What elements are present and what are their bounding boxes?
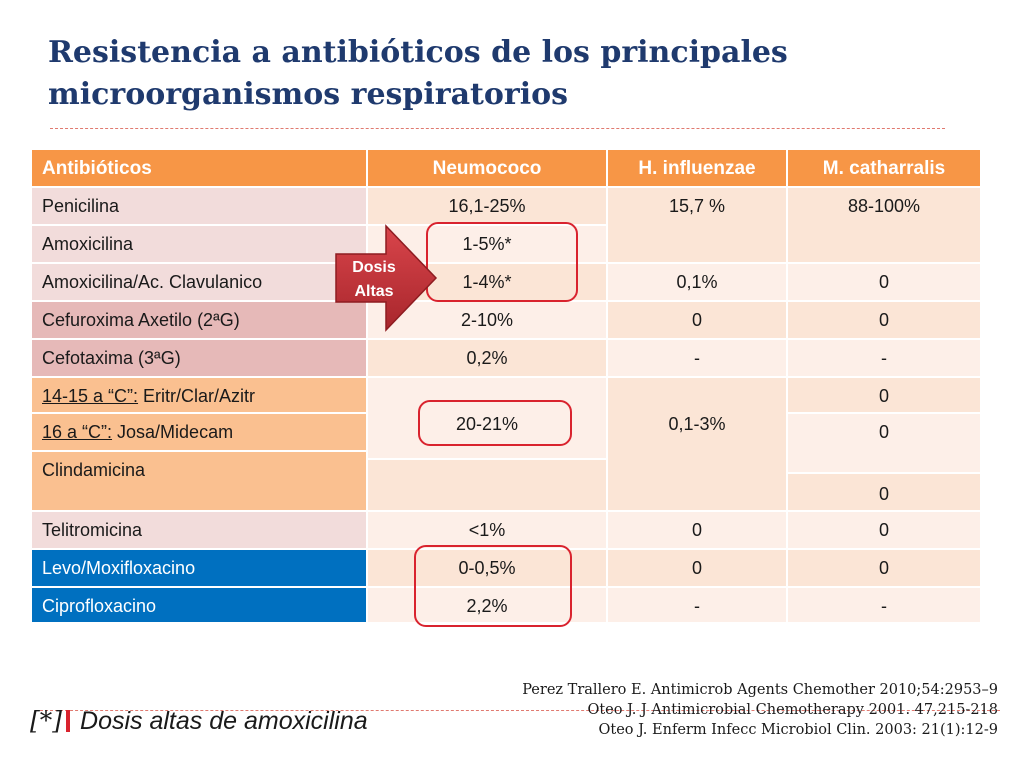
highlight-box-macrolidos: [418, 400, 572, 446]
neumococo-macrolidos: 20-21%: [368, 378, 608, 460]
row-label-macrolidos-14-15: 14-15 a “C”: Eritr/Clar/Azitr: [32, 378, 368, 414]
dosis-altas-line-1: Dosis: [352, 259, 396, 276]
m-catharralis-telitromicina: 0: [788, 512, 980, 550]
m-catharralis-ciprofloxacino: -: [788, 588, 980, 624]
neumococo-levo-moxifloxacino: 0-0,5%: [368, 550, 608, 588]
references: Perez Trallero E. Antimicrob Agents Chem…: [522, 680, 998, 740]
h-influenzae-cefotaxima: -: [608, 340, 788, 378]
h-influenzae-macrolidos-clindamicina: 0,1-3%: [608, 378, 788, 512]
macrolidos-16-names: Josa/Midecam: [112, 422, 234, 442]
row-label-levo-moxifloxacino: Levo/Moxifloxacino: [32, 550, 368, 588]
header-neumococo: Neumococo: [368, 150, 608, 188]
macrolidos-16-prefix: 16 a “C”:: [42, 422, 113, 442]
reference-3: Oteo J. Enferm Infecc Microbiol Clin. 20…: [598, 722, 998, 738]
h-influenzae-levo-moxifloxacino: 0: [608, 550, 788, 588]
macrolidos-14-15-prefix: 14-15 a “C”:: [42, 386, 139, 406]
footnote-bar-icon: [66, 710, 71, 732]
m-catharralis-levo-moxifloxacino: 0: [788, 550, 980, 588]
neumococo-cefotaxima: 0,2%: [368, 340, 608, 378]
m-catharralis-macrolidos-16: 0: [788, 414, 980, 474]
h-influenzae-ciprofloxacino: -: [608, 588, 788, 624]
row-label-telitromicina: Telitromicina: [32, 512, 368, 550]
h-influenzae-telitromicina: 0: [608, 512, 788, 550]
m-catharralis-cefuroxima: 0: [788, 302, 980, 340]
row-label-penicilina: Penicilina: [32, 188, 368, 226]
highlight-box-amoxicilina: [426, 222, 578, 302]
highlight-box-quinolonas: [414, 545, 572, 627]
footnote-mark: [*]: [30, 706, 63, 735]
footnote: [*] Dosis altas de amoxicilina: [30, 706, 368, 736]
row-label-amoxicilina: Amoxicilina: [32, 226, 368, 264]
footnote-text: Dosis altas de amoxicilina: [80, 707, 368, 735]
row-label-cefuroxima: Cefuroxima Axetilo (2ªG): [32, 302, 368, 340]
row-label-ciprofloxacino: Ciprofloxacino: [32, 588, 368, 624]
dosis-altas-arrow-icon: [335, 224, 438, 332]
reference-2: Oteo J. J Antimicrobial Chemotherapy 200…: [587, 702, 998, 718]
m-catharralis-clindamicina: 0: [788, 474, 980, 512]
m-catharralis-cefotaxima: -: [788, 340, 980, 378]
header-antibioticos: Antibióticos: [32, 150, 368, 188]
macrolidos-14-15-names: Eritr/Clar/Azitr: [138, 386, 256, 406]
slide-title-line-1: Resistencia a antibióticos de los princi…: [48, 35, 788, 70]
neumococo-cefuroxima: 2-10%: [368, 302, 608, 340]
dosis-altas-label: Dosis Altas: [336, 256, 412, 304]
row-label-clindamicina: Clindamicina: [32, 452, 368, 512]
slide-title: Resistencia a antibióticos de los princi…: [48, 32, 948, 116]
row-label-amox-clav: Amoxicilina/Ac. Clavulanico: [32, 264, 368, 302]
dosis-altas-line-2: Altas: [354, 283, 394, 300]
reference-1: Perez Trallero E. Antimicrob Agents Chem…: [522, 682, 998, 698]
m-catharralis-amox-clav: 0: [788, 264, 980, 302]
header-m-catharralis: M. catharralis: [788, 150, 980, 188]
slide-title-line-2: microorganismos respiratorios: [48, 77, 569, 112]
m-catharralis-penicilina-amoxicilina: 88-100%: [788, 188, 980, 264]
neumococo-clindamicina: [368, 460, 608, 512]
header-h-influenzae: H. influenzae: [608, 150, 788, 188]
neumococo-ciprofloxacino: 2,2%: [368, 588, 608, 624]
neumococo-telitromicina: <1%: [368, 512, 608, 550]
h-influenzae-amox-clav: 0,1%: [608, 264, 788, 302]
neumococo-penicilina: 16,1-25%: [368, 188, 608, 226]
h-influenzae-cefuroxima: 0: [608, 302, 788, 340]
h-influenzae-penicilina-amoxicilina: 15,7 %: [608, 188, 788, 264]
footer-divider: [40, 710, 1000, 711]
row-label-cefotaxima: Cefotaxima (3ªG): [32, 340, 368, 378]
row-label-macrolidos-16: 16 a “C”: Josa/Midecam: [32, 414, 368, 452]
m-catharralis-macrolidos-14-15: 0: [788, 378, 980, 414]
title-divider: [50, 128, 945, 129]
